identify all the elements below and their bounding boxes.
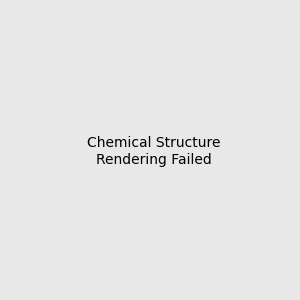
Text: Chemical Structure
Rendering Failed: Chemical Structure Rendering Failed [87,136,220,166]
